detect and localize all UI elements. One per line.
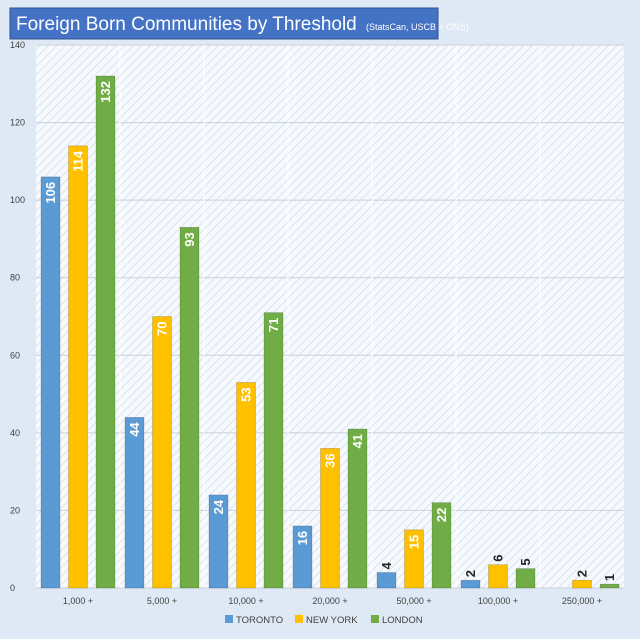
x-tick-label: 1,000 + (63, 596, 93, 606)
data-label: 15 (407, 535, 422, 549)
legend-swatch (225, 615, 233, 623)
y-tick-label: 120 (10, 118, 25, 128)
bar-new-york (320, 448, 340, 589)
legend-item: TORONTO (225, 615, 283, 626)
data-label: 132 (98, 81, 113, 103)
data-label: 71 (266, 318, 281, 332)
chart-title-box (9, 7, 439, 40)
bar-toronto (376, 572, 397, 589)
data-label: 114 (71, 150, 86, 172)
y-axis: 0 20 40 60 80 100 120 140 (10, 40, 25, 593)
data-label: 5 (518, 558, 533, 565)
legend-label: LONDON (382, 615, 423, 626)
data-label: 16 (295, 531, 310, 545)
data-label: 106 (43, 182, 58, 204)
x-tick-label: 250,000 + (562, 596, 602, 606)
y-tick-label: 0 (10, 583, 15, 593)
bar-london (263, 312, 284, 589)
data-label: 2 (463, 570, 478, 577)
bar-new-york (152, 316, 172, 589)
bar-london (515, 568, 536, 589)
legend-label: NEW YORK (306, 615, 358, 626)
legend-item: NEW YORK (295, 615, 358, 626)
data-label: 6 (491, 554, 506, 561)
data-label: 24 (211, 499, 226, 514)
chart-title-text: Foreign Born Communities by Threshold (S… (16, 14, 469, 35)
legend: TORONTO NEW YORK LONDON (225, 615, 423, 626)
y-tick-label: 140 (10, 40, 25, 50)
legend-label: TORONTO (236, 615, 283, 626)
legend-swatch (371, 615, 379, 623)
x-tick-label: 5,000 + (147, 596, 177, 606)
x-tick-label: 100,000 + (478, 596, 518, 606)
data-label: 93 (182, 232, 197, 246)
x-tick-label: 50,000 + (396, 596, 431, 606)
bar-new-york (572, 579, 592, 589)
y-tick-label: 100 (10, 195, 25, 205)
bar-toronto (124, 417, 145, 589)
bar-london (347, 428, 368, 589)
bar-toronto (292, 525, 313, 589)
bar-london (431, 502, 452, 589)
bar-new-york (236, 382, 256, 589)
y-tick-label: 80 (10, 273, 20, 283)
data-label: 4 (379, 561, 394, 569)
chart-title-main: Foreign Born Communities by Threshold (16, 14, 357, 35)
data-label: 2 (575, 570, 590, 577)
y-tick-label: 40 (10, 428, 20, 438)
legend-item: LONDON (371, 615, 423, 626)
bar-new-york (488, 564, 508, 589)
x-tick-label: 10,000 + (228, 596, 263, 606)
bar-toronto (460, 579, 481, 589)
y-tick-label: 60 (10, 350, 20, 360)
x-axis: 1,000 + 5,000 + 10,000 + 20,000 + 50,000 + 10… (63, 596, 602, 606)
bar-london (179, 226, 200, 589)
bar-toronto (208, 494, 229, 589)
data-label: 36 (323, 453, 338, 467)
bar-london (95, 75, 116, 589)
bar-london (599, 583, 620, 589)
bar-new-york (68, 145, 88, 589)
bar-toronto (40, 176, 61, 589)
data-label: 53 (239, 387, 254, 401)
data-label: 44 (127, 422, 142, 437)
data-label: 22 (434, 508, 449, 522)
chart-title-subtitle: (StatsCan, USCB + ONS) (366, 22, 469, 32)
legend-swatch (295, 615, 303, 623)
x-tick-label: 20,000 + (312, 596, 347, 606)
bar-new-york (404, 529, 424, 589)
data-label: 70 (155, 322, 170, 336)
chart-title: Foreign Born Communities by Threshold (S… (9, 7, 469, 40)
data-label: 41 (350, 434, 365, 448)
y-tick-label: 20 (10, 505, 20, 515)
data-label: 1 (602, 574, 617, 581)
